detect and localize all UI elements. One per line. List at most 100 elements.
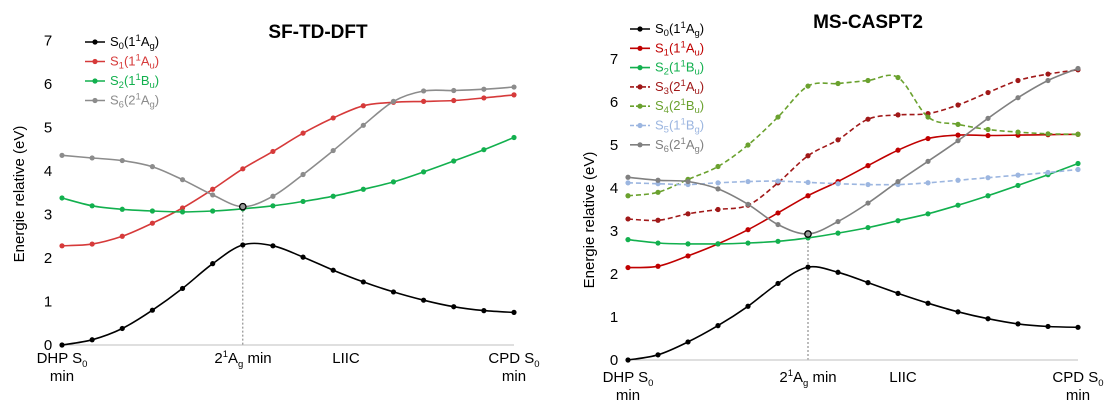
data-point (865, 280, 871, 286)
data-point (775, 114, 781, 120)
data-point (865, 224, 871, 231)
data-point (925, 180, 931, 186)
data-point (390, 179, 397, 185)
data-point (270, 148, 276, 155)
legend-label: S1(11Au) (110, 53, 159, 72)
data-point (210, 261, 216, 267)
legend-marker (637, 65, 643, 71)
data-point (775, 178, 781, 184)
data-point (655, 240, 661, 246)
y-tick-label: 2 (44, 250, 52, 267)
minimum-point (238, 202, 247, 211)
data-point (1075, 131, 1081, 137)
legend-item: S2(11Bu) (85, 72, 159, 91)
data-point (715, 241, 721, 247)
data-point (955, 177, 961, 183)
data-point (985, 115, 991, 121)
data-point (390, 289, 397, 295)
data-point (625, 193, 631, 199)
series-line (627, 265, 1079, 361)
y-tick-labels: 0 1 2 3 4 5 6 7 (44, 33, 52, 355)
data-point (625, 180, 631, 186)
data-point (745, 303, 751, 309)
data-point (1075, 160, 1081, 167)
legend-item: S5(11Bg) (630, 117, 704, 136)
data-point (119, 233, 125, 239)
data-point (955, 132, 961, 138)
data-point (210, 186, 216, 192)
data-point (59, 152, 65, 158)
data-point (451, 97, 457, 104)
data-point (1045, 77, 1051, 84)
legend-label: S0(11Ag) (655, 20, 704, 39)
y-tick-label: 7 (44, 33, 52, 50)
data-point (655, 352, 661, 358)
data-point (119, 206, 125, 212)
data-point (925, 114, 931, 120)
data-point (481, 86, 487, 92)
y-tick-label: 5 (44, 120, 52, 137)
series-s5 (625, 166, 1081, 188)
data-point (715, 163, 721, 170)
data-point (421, 98, 427, 104)
data-point (985, 193, 991, 199)
y-tick-label: 4 (610, 180, 618, 197)
legend-item: S4(21Bu) (630, 97, 704, 116)
data-point (985, 132, 991, 139)
data-point (715, 206, 721, 213)
data-point (745, 201, 751, 207)
y-tick-labels: 0 1 2 3 4 5 6 7 (610, 51, 618, 369)
y-tick-label: 1 (610, 309, 618, 326)
data-point (1015, 129, 1021, 135)
series-line (61, 86, 515, 208)
x-category-label-line2: min (616, 387, 640, 404)
data-point (119, 157, 125, 164)
data-point (715, 180, 721, 186)
y-tick-label: 3 (44, 207, 52, 224)
data-point (1075, 324, 1081, 330)
data-point (985, 316, 991, 322)
data-point (895, 147, 901, 153)
series-s4 (625, 74, 1081, 199)
data-point (421, 297, 427, 303)
data-point (655, 189, 661, 195)
data-point (330, 267, 336, 273)
data-point (745, 227, 751, 233)
data-point (835, 218, 841, 225)
data-point (1045, 323, 1051, 330)
y-axis-label: Energie relative (eV) (11, 126, 28, 263)
data-point (955, 121, 961, 127)
data-point (685, 253, 691, 259)
data-point (481, 147, 487, 153)
legend-label: S3(21Au) (655, 78, 704, 97)
data-point (511, 309, 517, 315)
series-line (61, 94, 515, 247)
data-point (955, 202, 961, 208)
data-point (805, 179, 811, 186)
legend-marker (92, 58, 98, 65)
series-s2 (625, 160, 1081, 247)
data-point (149, 208, 155, 214)
data-point (655, 177, 661, 183)
data-point (270, 193, 276, 199)
data-point (210, 192, 216, 198)
data-point (895, 218, 901, 224)
series-line (61, 242, 515, 346)
data-point (925, 300, 931, 306)
series-s6 (59, 84, 517, 210)
data-point (655, 263, 661, 269)
data-point (985, 89, 991, 96)
data-point (985, 175, 991, 181)
x-category-label: CPD S0 (488, 350, 539, 370)
data-point (1045, 169, 1051, 176)
data-point (179, 205, 186, 211)
data-point (865, 163, 871, 169)
data-point (1045, 71, 1051, 77)
data-point (925, 158, 931, 164)
data-point (330, 193, 336, 199)
legend-item: S1(11Au) (630, 39, 704, 58)
series-s0 (625, 264, 1081, 363)
data-point (835, 80, 841, 87)
legend-label: S0(11Ag) (110, 33, 159, 52)
